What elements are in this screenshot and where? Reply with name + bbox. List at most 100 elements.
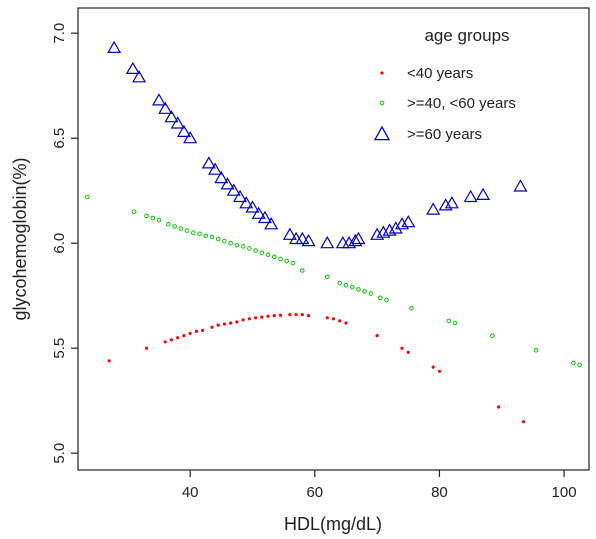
point-40-to-60: [259, 250, 265, 255]
point-40-to-60: [409, 306, 414, 311]
point-over-60: [220, 177, 235, 190]
point-40-to-60: [172, 224, 177, 229]
point-over-60: [513, 179, 528, 192]
point-under-40: [188, 331, 192, 336]
point-40-to-60: [384, 297, 389, 303]
point-40-to-60: [265, 252, 271, 258]
point-over-60: [107, 40, 122, 54]
legend-marker-dot: [380, 71, 384, 75]
point-40-to-60: [209, 234, 215, 240]
point-40-to-60: [284, 258, 290, 264]
point-40-to-60: [190, 230, 196, 235]
point-under-40: [338, 319, 342, 323]
point-40-to-60: [234, 243, 240, 248]
point-over-60: [125, 61, 140, 75]
point-under-40: [216, 323, 220, 327]
y-tick-label: 7.0: [51, 23, 68, 44]
y-tick-label: 6.5: [51, 128, 68, 149]
point-over-60: [264, 217, 279, 230]
point-over-60: [132, 70, 147, 83]
point-40-to-60: [446, 318, 452, 324]
point-40-to-60: [197, 231, 202, 237]
legend-markers: [373, 71, 391, 141]
point-over-60: [335, 235, 350, 249]
point-40-to-60: [156, 217, 162, 223]
point-under-40: [235, 320, 239, 324]
point-40-to-60: [368, 291, 374, 296]
legend-title: age groups: [424, 26, 509, 45]
point-40-to-60: [571, 360, 576, 366]
legend: age groups <40 years >=40, <60 years >=6…: [373, 26, 516, 143]
point-40-to-60: [533, 348, 539, 353]
x-tick-label: 80: [431, 484, 448, 501]
point-over-60: [208, 162, 223, 175]
point-over-60: [351, 231, 366, 245]
point-over-60: [388, 221, 403, 234]
y-axis-title: glycohemoglobin(%): [10, 157, 30, 320]
point-40-to-60: [184, 228, 190, 233]
point-under-40: [331, 317, 336, 321]
point-over-60: [282, 227, 297, 240]
point-over-60: [320, 235, 335, 249]
data-points: [85, 40, 582, 424]
point-over-60: [257, 210, 272, 224]
y-tick-label: 6.0: [51, 233, 68, 254]
point-40-to-60: [271, 254, 277, 260]
point-over-60: [401, 214, 416, 228]
point-40-to-60: [349, 285, 355, 290]
point-under-40: [182, 334, 186, 338]
y-tick-label: 5.5: [51, 338, 68, 359]
point-over-60: [201, 156, 216, 169]
point-over-60: [444, 196, 459, 209]
y-axis: 5.0 5.5 6.0 6.5 7.0: [51, 23, 78, 464]
point-40-to-60: [377, 295, 383, 301]
legend-label-40-to-60: >=40, <60 years: [407, 95, 516, 112]
point-40-to-60: [577, 362, 582, 368]
legend-marker-triangle: [373, 125, 391, 141]
point-40-to-60: [278, 256, 283, 262]
point-under-40: [437, 369, 442, 373]
point-over-60: [426, 202, 441, 215]
point-under-40: [222, 322, 227, 326]
point-40-to-60: [228, 240, 233, 246]
point-over-60: [164, 109, 179, 123]
point-40-to-60: [300, 268, 305, 273]
point-under-40: [406, 350, 410, 354]
point-under-40: [431, 365, 435, 369]
point-under-40: [400, 346, 404, 350]
point-40-to-60: [362, 289, 367, 294]
point-over-60: [239, 196, 254, 209]
point-over-60: [348, 233, 363, 247]
point-over-60: [245, 200, 260, 213]
point-40-to-60: [337, 280, 343, 286]
point-over-60: [395, 217, 410, 230]
point-under-40: [521, 420, 526, 424]
point-40-to-60: [85, 194, 90, 200]
point-under-40: [144, 346, 149, 350]
point-over-60: [289, 231, 304, 245]
point-over-60: [476, 187, 491, 200]
point-40-to-60: [290, 260, 296, 266]
point-under-40: [266, 314, 270, 318]
point-40-to-60: [222, 238, 227, 244]
legend-label-over-60: >=60 years: [407, 126, 482, 143]
point-under-40: [163, 340, 167, 344]
point-under-40: [294, 313, 298, 317]
point-over-60: [382, 223, 397, 236]
point-under-40: [254, 316, 258, 320]
x-axis: 40 60 80 100: [182, 470, 577, 501]
point-40-to-60: [150, 215, 156, 221]
point-40-to-60: [131, 209, 137, 214]
point-over-60: [170, 116, 185, 129]
point-over-60: [183, 130, 198, 144]
series-3: [107, 40, 528, 249]
point-under-40: [306, 314, 311, 318]
point-over-60: [158, 101, 173, 114]
x-axis-title: HDL(mg/dL): [284, 514, 382, 534]
point-under-40: [278, 313, 283, 317]
point-40-to-60: [203, 233, 209, 239]
point-over-60: [438, 198, 453, 211]
point-over-60: [342, 235, 357, 249]
point-under-40: [272, 314, 276, 318]
